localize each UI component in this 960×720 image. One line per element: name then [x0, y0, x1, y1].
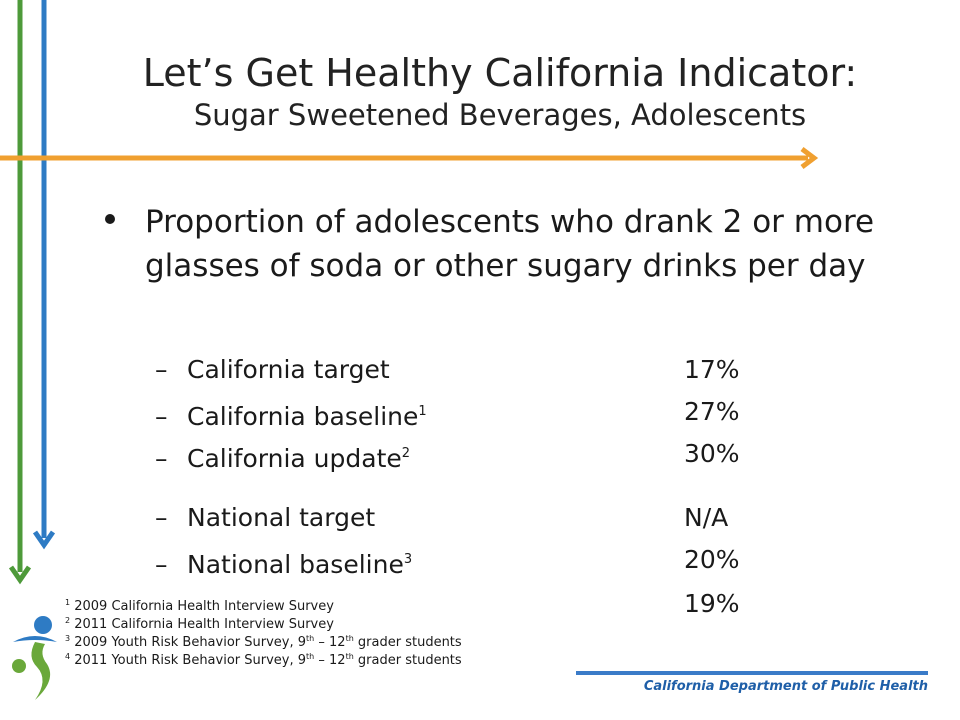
item-dash: – [155, 550, 168, 579]
list-item: – National target [155, 503, 375, 533]
footnote: 4 2011 Youth Risk Behavior Survey, 9th –… [65, 649, 462, 668]
footnote-text-post: grader students [353, 653, 462, 668]
item-footnote-ref: 1 [418, 404, 427, 419]
footnote-text-post: grader students [353, 635, 462, 650]
footnote-th: th [345, 634, 354, 643]
item-label: California update [187, 444, 402, 473]
item-footnote-ref: 3 [403, 552, 413, 567]
footnote-text-mid: – 12 [314, 635, 346, 650]
item-dash: – [155, 503, 168, 532]
item-dash: – [155, 355, 168, 384]
item-value: N/A [684, 503, 729, 532]
footnote-number: 1 [65, 598, 71, 607]
item-value: 20% [684, 545, 740, 574]
footnote-th: th [345, 652, 354, 661]
item-label: National target [187, 503, 376, 532]
footnote-number: 2 [65, 616, 71, 625]
footnote: 2 2011 California Health Interview Surve… [65, 613, 334, 632]
item-label: California baseline [187, 402, 419, 431]
footnote-th: th [306, 652, 315, 661]
orange-arrow-head [800, 147, 819, 169]
footnote-number: 4 [65, 652, 71, 661]
item-value: 17% [684, 355, 740, 384]
extra-value: 19% [684, 589, 740, 618]
item-value: 30% [684, 439, 740, 468]
list-item: – California target [155, 355, 390, 385]
footer-organization: California Department of Public Health [643, 679, 928, 694]
item-dash: – [155, 444, 168, 473]
list-item: – California baseline1 [155, 397, 427, 432]
list-item: – National baseline3 [155, 545, 412, 580]
footnote-th: th [306, 634, 315, 643]
list-item: – California update2 [155, 439, 410, 474]
footnote-number: 3 [65, 634, 71, 643]
footnote-text-mid: – 12 [314, 653, 346, 668]
bullet-text: Proportion of adolescents who drank 2 or… [145, 204, 875, 284]
item-footnote-ref: 2 [401, 446, 411, 461]
item-dash: – [155, 402, 168, 431]
footnote-text: 2009 Youth Risk Behavior Survey, 9 [74, 635, 307, 650]
item-label: California target [187, 355, 390, 384]
page-title: Let’s Get Healthy California Indicator: [142, 51, 858, 95]
item-label: National baseline [187, 550, 404, 579]
footer-divider [576, 671, 928, 675]
bullet-dot-icon [105, 214, 115, 224]
item-value: 27% [684, 397, 740, 426]
green-arrow-head [8, 565, 32, 585]
footnote: 1 2009 California Health Interview Surve… [65, 595, 334, 614]
blue-arrow-head [32, 530, 56, 550]
footnote-text: 2009 California Health Interview Survey [74, 599, 334, 614]
footnote-text: 2011 California Health Interview Survey [74, 617, 334, 632]
footnote: 3 2009 Youth Risk Behavior Survey, 9th –… [65, 631, 462, 650]
page-subtitle: Sugar Sweetened Beverages, Adolescents [193, 98, 807, 132]
footnote-text: 2011 Youth Risk Behavior Survey, 9 [74, 653, 307, 668]
cdph-logo-icon [12, 616, 57, 700]
